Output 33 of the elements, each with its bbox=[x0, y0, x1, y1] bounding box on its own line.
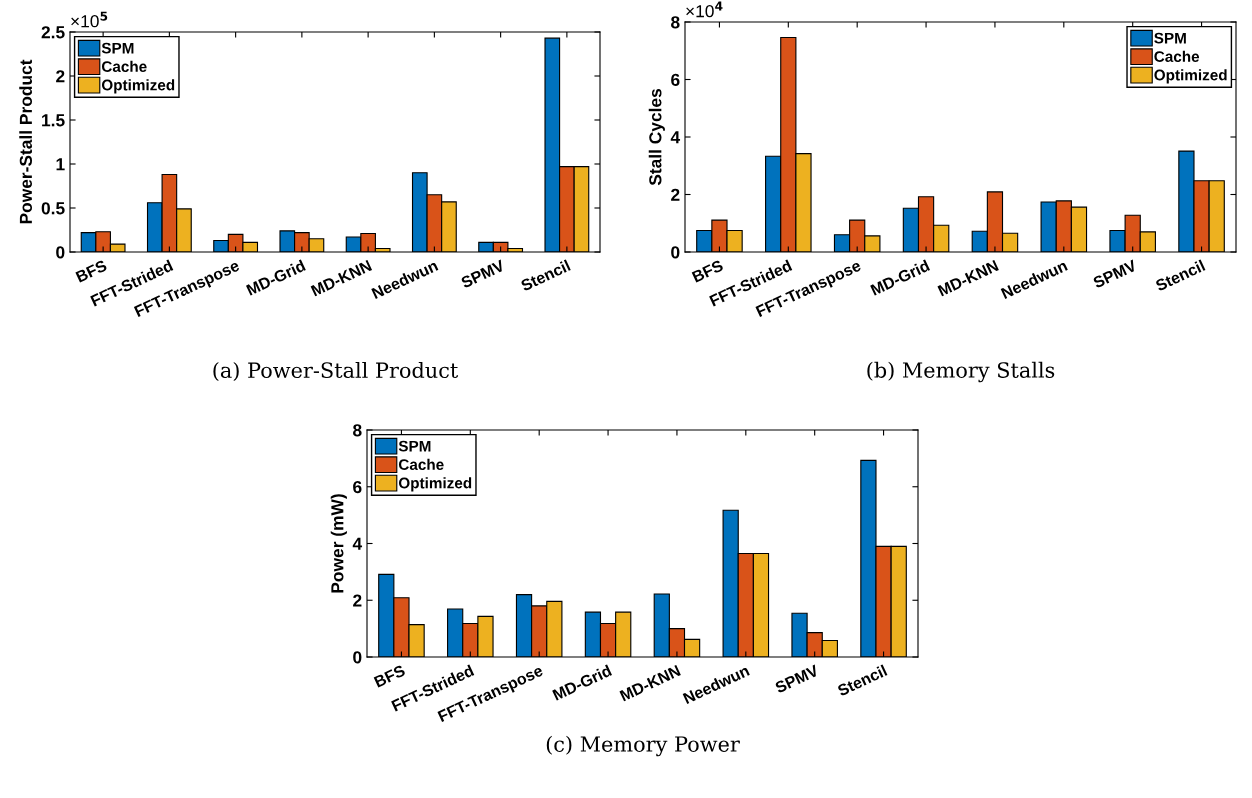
text: (b) Memory Stalls bbox=[867, 361, 1055, 383]
y-tick-label: 2 bbox=[353, 594, 362, 607]
legend-label: Optimized bbox=[1154, 69, 1227, 84]
y-tick-label: 1.5 bbox=[42, 114, 65, 127]
y-axis-title: Power (mW) bbox=[330, 494, 347, 593]
y-tick-label: 2 bbox=[671, 188, 680, 201]
legend-label: Optimized bbox=[101, 79, 175, 94]
text: ×10$^{4}$ bbox=[686, 1, 723, 18]
y-tick-label: 6 bbox=[353, 480, 362, 494]
y-tick-label: 0.5 bbox=[41, 202, 65, 215]
text: (a) Power-Stall Product bbox=[213, 361, 459, 381]
y-tick-label: 2.5 bbox=[41, 26, 65, 39]
legend-label: Cache bbox=[398, 458, 444, 470]
y-tick-label: 1 bbox=[56, 158, 65, 171]
legend-label: Cache bbox=[101, 60, 147, 72]
y-tick-label: 0 bbox=[671, 246, 680, 259]
legend-label: Optimized bbox=[398, 477, 472, 492]
y-tick-label: 4 bbox=[670, 131, 681, 144]
y-axis-title: Stall Cycles bbox=[648, 88, 665, 186]
y-tick-label: 0 bbox=[353, 651, 362, 664]
y-tick-label: 4 bbox=[352, 537, 363, 550]
legend-label: SPM bbox=[101, 42, 134, 54]
text: (c) Memory Power bbox=[546, 735, 740, 757]
y-tick-label: 0 bbox=[56, 246, 65, 259]
y-tick-label: 8 bbox=[353, 424, 362, 437]
y-tick-label: 2 bbox=[56, 70, 65, 83]
y-tick-label: 6 bbox=[671, 73, 680, 86]
text: ×10$^{5}$ bbox=[71, 11, 108, 28]
y-tick-label: 8 bbox=[671, 16, 680, 29]
legend-label: Cache bbox=[1154, 50, 1200, 62]
legend-label: SPM bbox=[1154, 32, 1186, 44]
legend-label: SPM bbox=[398, 440, 431, 452]
y-axis-title: Power-Stall Product bbox=[19, 59, 33, 224]
